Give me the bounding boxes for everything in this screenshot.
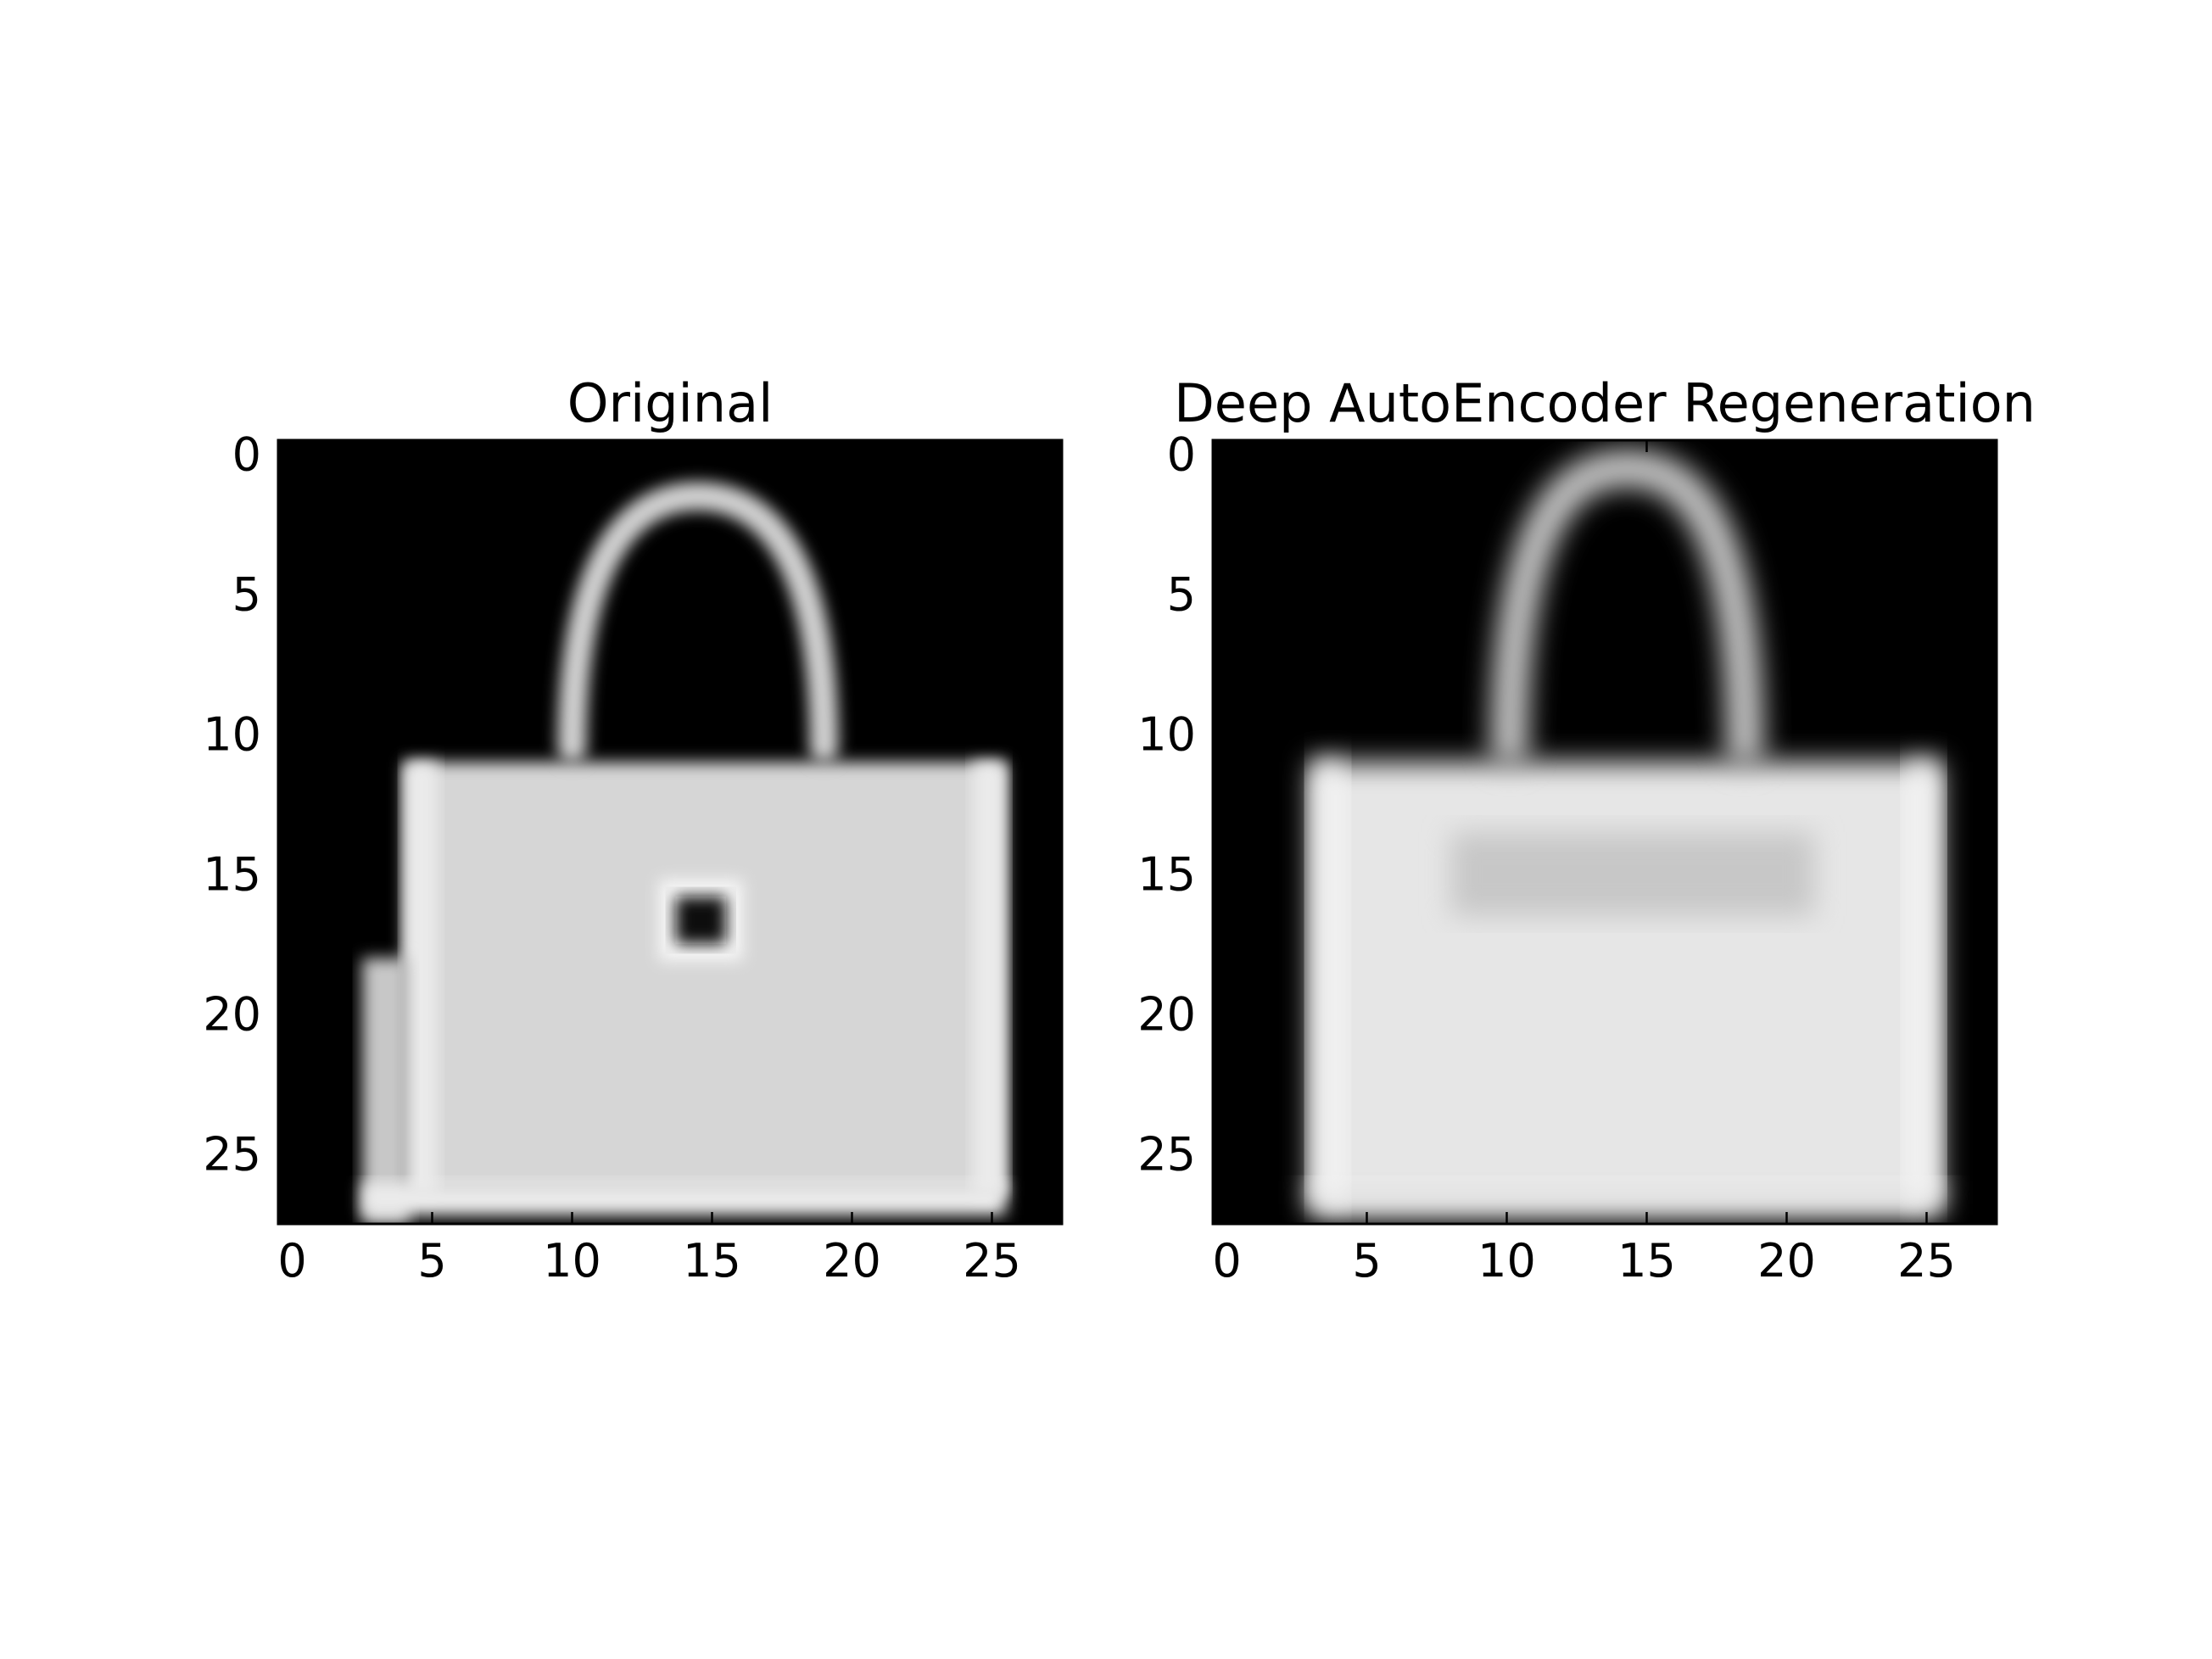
chart-panel-1: Original 0 5 10 15 20 25 0 5 10 15 20 25 [203,372,1062,1288]
chart-title: Original [567,372,774,434]
y-tick-label: 5 [1167,568,1196,622]
x-tick-label: 0 [277,1234,306,1288]
x-tick-label: 10 [543,1234,601,1288]
y-tick-label: 5 [232,568,261,622]
x-tick-label: 5 [417,1234,446,1288]
x-tick-label: 0 [1212,1234,1241,1288]
x-tick-label: 10 [1477,1234,1536,1288]
chart-title: Deep AutoEncoder Regeneration [1174,372,2036,434]
x-tick-label: 5 [1352,1234,1381,1288]
bag-body [1311,762,1941,1204]
y-tick-label: 15 [1137,848,1196,902]
bag-bottom-edge [1311,1182,1941,1216]
y-tick-label: 0 [1167,428,1196,482]
y-tick-label: 25 [1137,1128,1196,1181]
y-tick-label: 20 [203,988,261,1042]
y-tick-label: 0 [232,428,261,482]
y-tick-label: 25 [203,1128,261,1181]
x-tick-label: 15 [683,1234,741,1288]
y-tick-label: 10 [203,708,261,762]
bag-body [405,762,1007,1197]
bag-bottom-edge [362,1182,1006,1216]
bag-right-edge [972,762,1006,1197]
bag-right-edge [1907,762,1941,1204]
bag-shading [1451,832,1815,916]
bag-clasp [676,897,726,944]
bag-left-edge [1311,762,1345,1204]
x-tick-label: 25 [963,1234,1021,1288]
x-tick-label: 25 [1897,1234,1956,1288]
y-tick-label: 15 [203,848,261,902]
y-tick-label: 10 [1137,708,1196,762]
x-tick-label: 15 [1617,1234,1676,1288]
y-tick-label: 20 [1137,988,1196,1042]
x-tick-label: 20 [1757,1234,1816,1288]
x-tick-label: 20 [823,1234,881,1288]
